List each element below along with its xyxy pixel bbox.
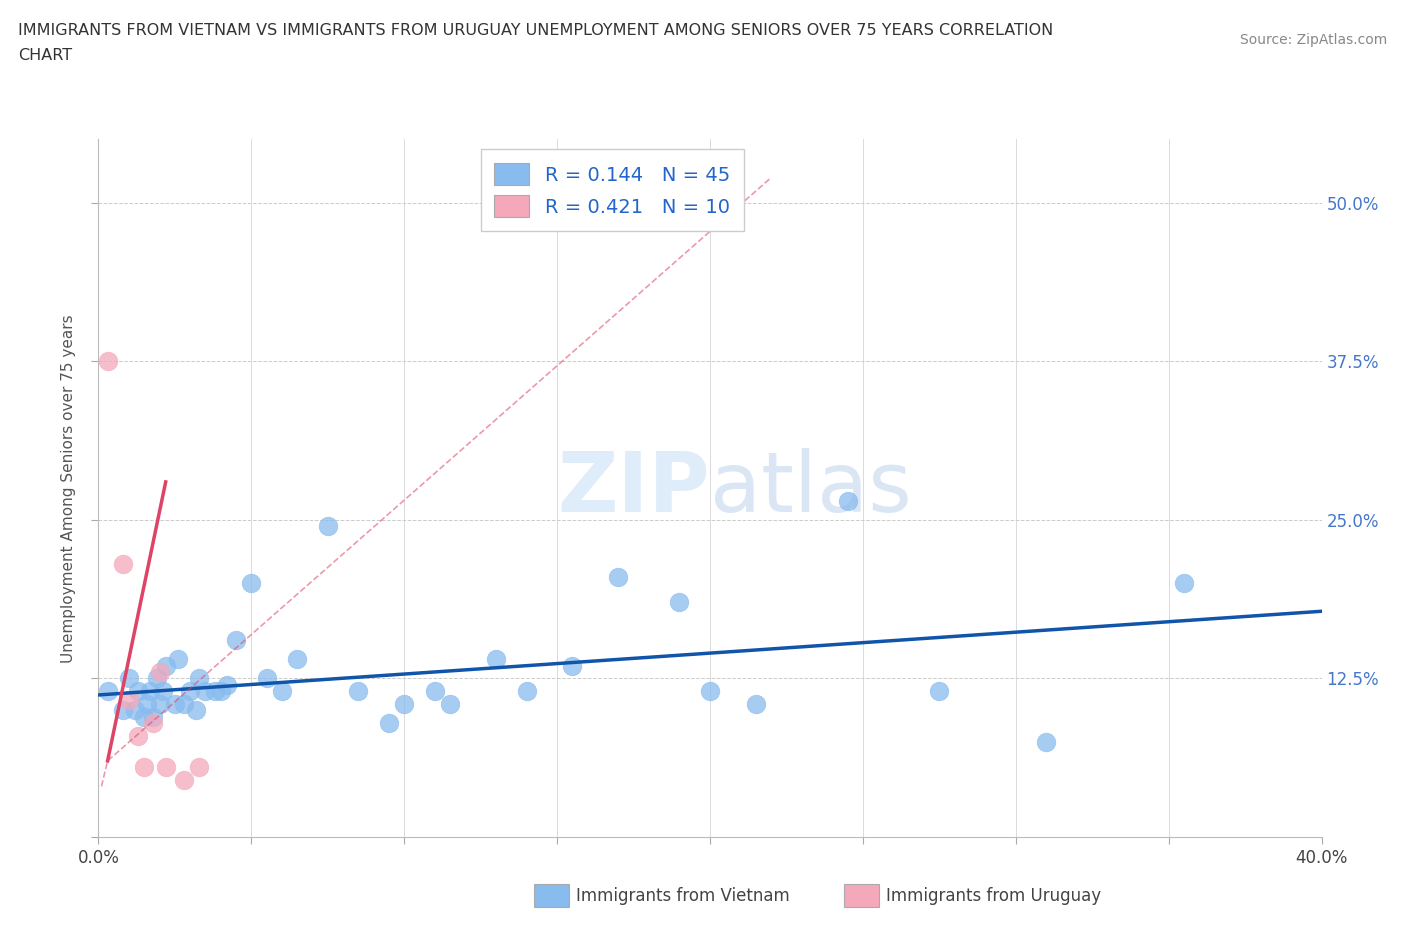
- Point: [163, 697, 186, 711]
- Point: [173, 697, 195, 711]
- Text: Source: ZipAtlas.com: Source: ZipAtlas.com: [1240, 33, 1388, 46]
- Point: [423, 684, 446, 698]
- Point: [139, 684, 162, 698]
- Point: [134, 709, 156, 724]
- Point: [240, 576, 263, 591]
- Point: [134, 760, 156, 775]
- Point: [607, 569, 630, 584]
- Point: [256, 671, 278, 686]
- Point: [928, 684, 950, 698]
- Point: [188, 671, 211, 686]
- Text: Immigrants from Uruguay: Immigrants from Uruguay: [886, 886, 1101, 905]
- Text: IMMIGRANTS FROM VIETNAM VS IMMIGRANTS FROM URUGUAY UNEMPLOYMENT AMONG SENIORS OV: IMMIGRANTS FROM VIETNAM VS IMMIGRANTS FR…: [18, 23, 1053, 38]
- Point: [97, 684, 120, 698]
- Point: [155, 658, 177, 673]
- Point: [152, 684, 174, 698]
- Point: [1173, 576, 1195, 591]
- Point: [155, 760, 177, 775]
- Point: [142, 715, 165, 730]
- Point: [439, 697, 461, 711]
- Point: [316, 519, 339, 534]
- Point: [149, 665, 172, 680]
- Point: [136, 697, 159, 711]
- Point: [118, 693, 141, 708]
- Point: [392, 697, 416, 711]
- Point: [118, 671, 141, 686]
- Y-axis label: Unemployment Among Seniors over 75 years: Unemployment Among Seniors over 75 years: [60, 314, 76, 662]
- Point: [516, 684, 538, 698]
- Point: [699, 684, 721, 698]
- Point: [285, 652, 308, 667]
- Point: [837, 494, 859, 509]
- Legend: R = 0.144   N = 45, R = 0.421   N = 10: R = 0.144 N = 45, R = 0.421 N = 10: [481, 149, 744, 231]
- Point: [378, 715, 401, 730]
- Text: atlas: atlas: [710, 447, 911, 529]
- Point: [270, 684, 292, 698]
- Point: [186, 703, 208, 718]
- Text: Immigrants from Vietnam: Immigrants from Vietnam: [576, 886, 790, 905]
- Point: [179, 684, 201, 698]
- Point: [111, 557, 134, 572]
- Point: [145, 671, 167, 686]
- Point: [209, 684, 232, 698]
- Point: [124, 703, 146, 718]
- Point: [142, 709, 165, 724]
- Point: [173, 773, 195, 788]
- Point: [167, 652, 190, 667]
- Point: [561, 658, 583, 673]
- Point: [347, 684, 370, 698]
- Point: [194, 684, 217, 698]
- Point: [668, 595, 690, 610]
- Point: [127, 728, 149, 743]
- Point: [204, 684, 226, 698]
- Text: ZIP: ZIP: [558, 447, 710, 529]
- Point: [188, 760, 211, 775]
- Text: CHART: CHART: [18, 48, 72, 63]
- Point: [225, 633, 247, 648]
- Point: [97, 354, 120, 369]
- Point: [485, 652, 508, 667]
- Point: [745, 697, 768, 711]
- Point: [215, 677, 238, 692]
- Point: [111, 703, 134, 718]
- Point: [127, 684, 149, 698]
- Point: [1035, 735, 1057, 750]
- Point: [149, 697, 172, 711]
